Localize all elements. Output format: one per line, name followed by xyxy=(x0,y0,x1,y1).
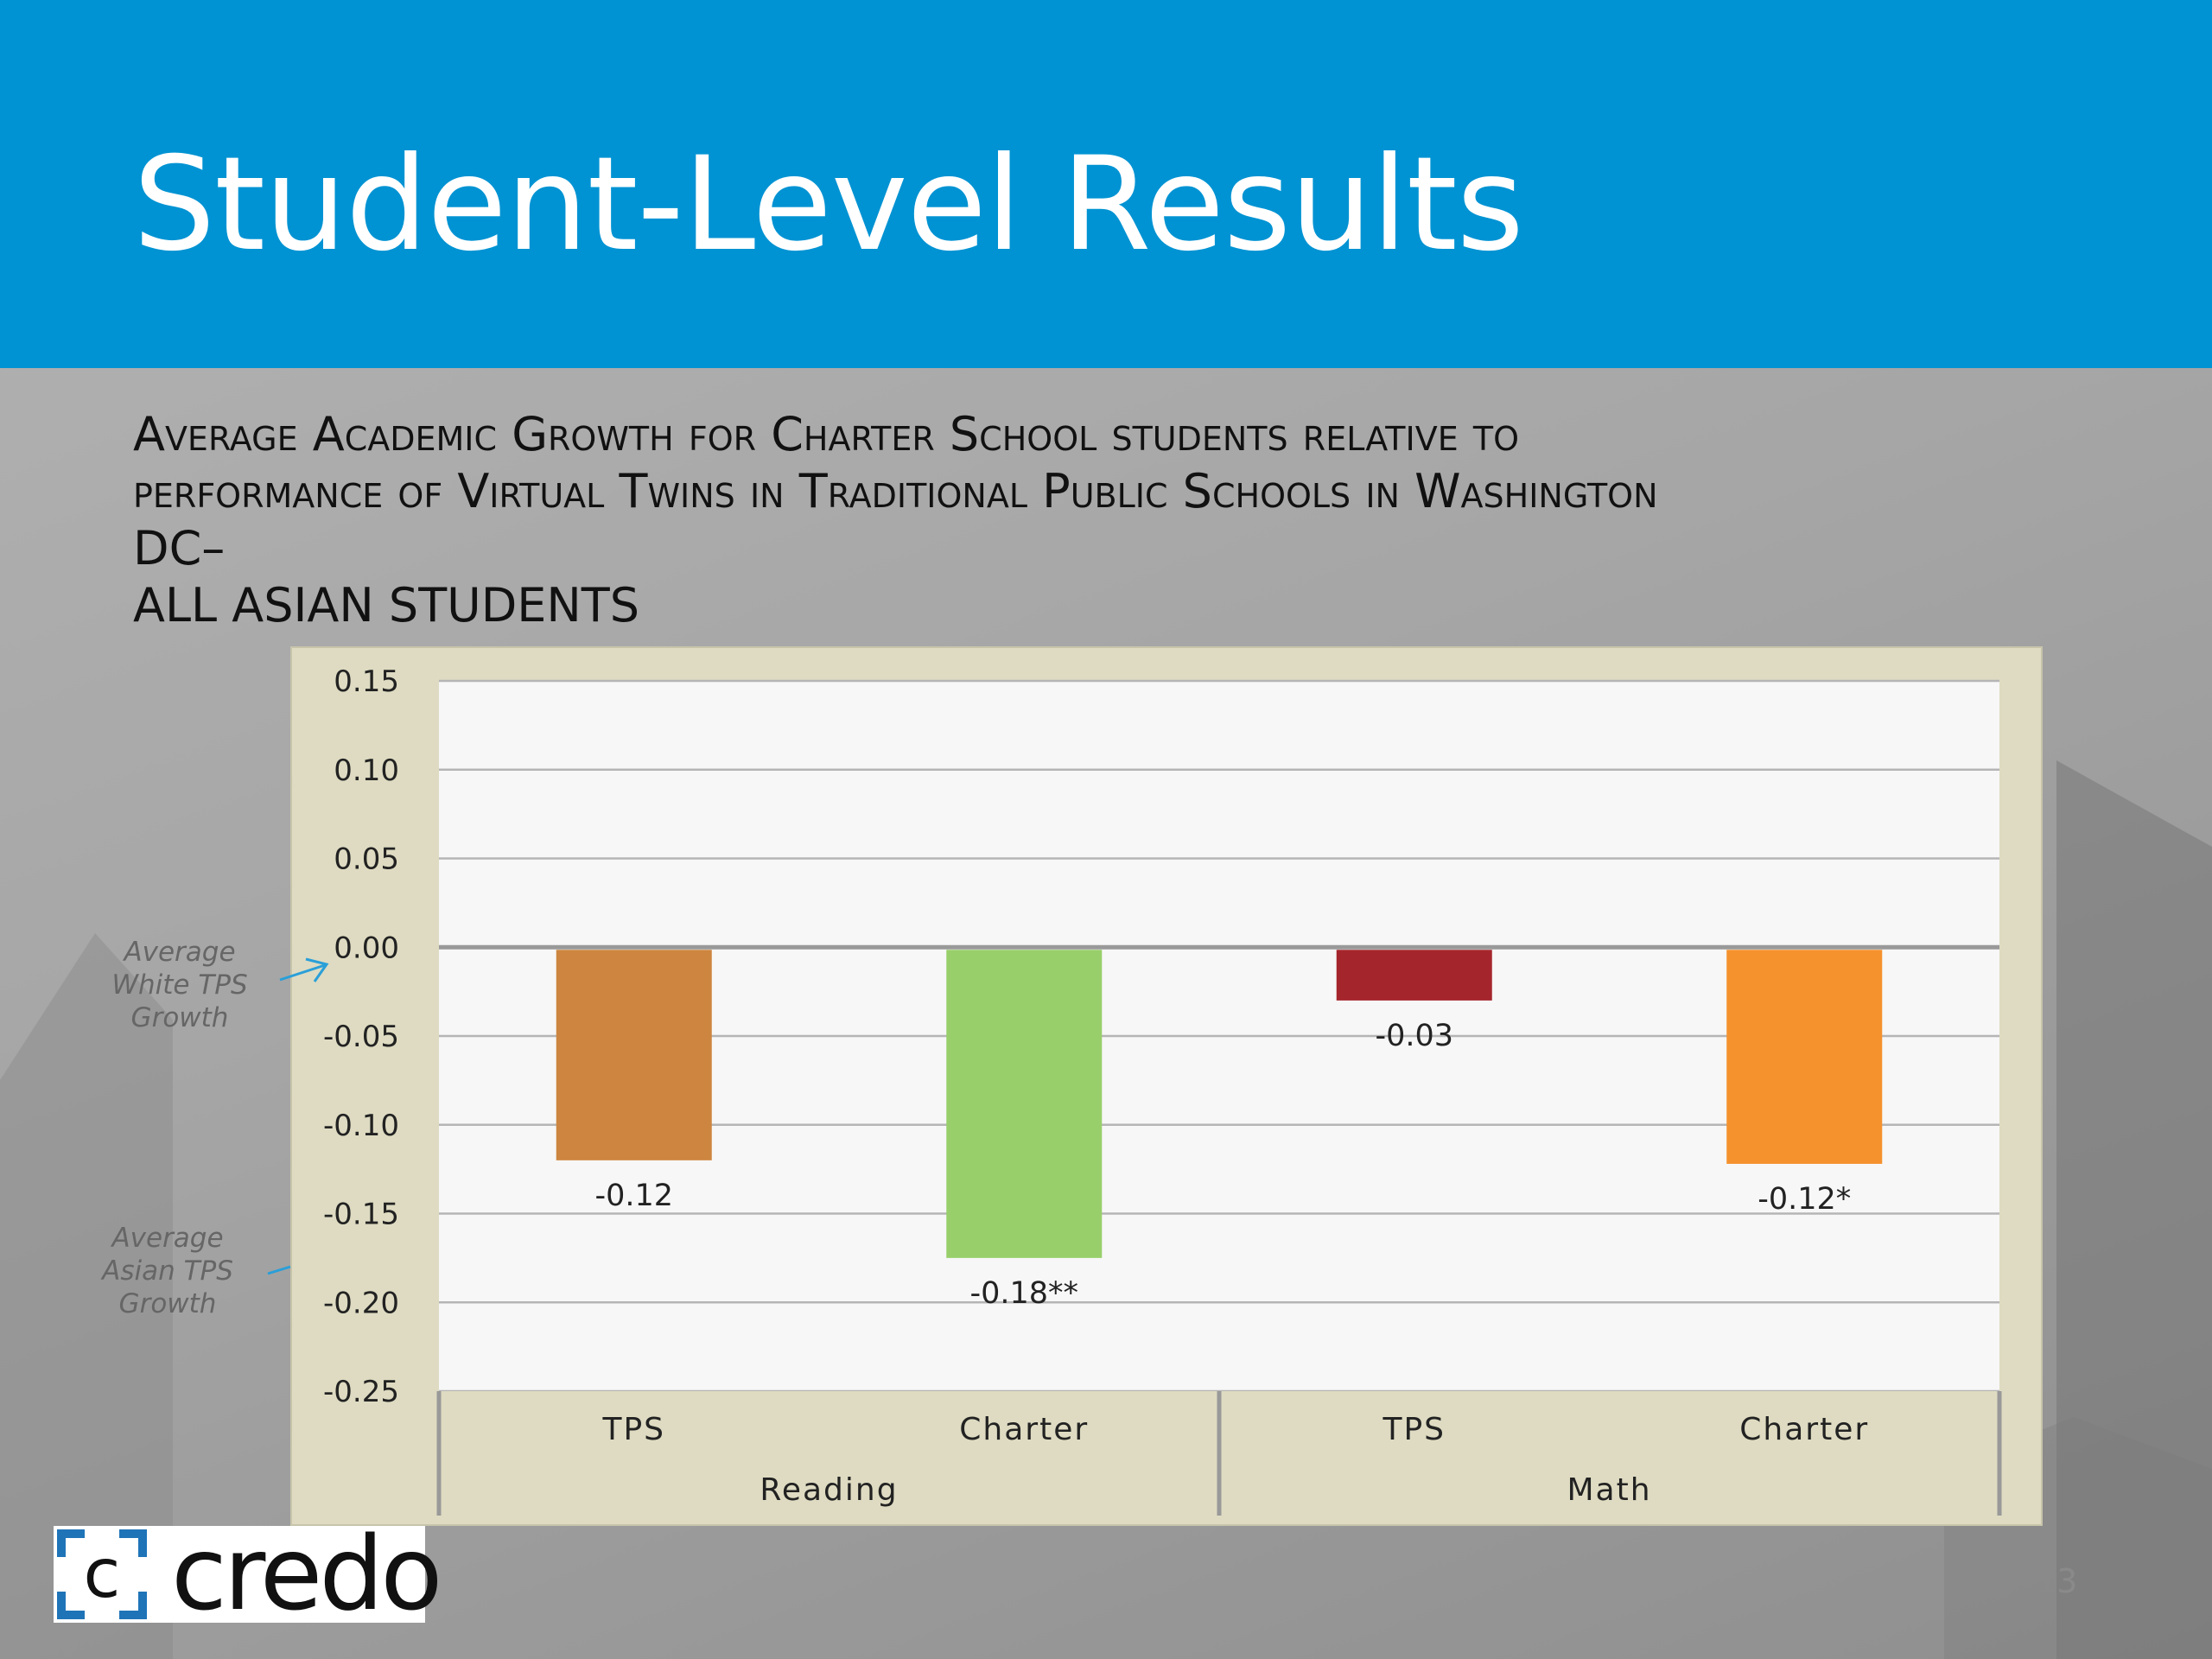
data-label: -0.12* xyxy=(1758,1182,1851,1217)
annotation-arrow-white xyxy=(279,963,326,982)
x-category-label: TPS xyxy=(601,1412,665,1447)
bar xyxy=(946,950,1103,1258)
annotation-asian-tps: Average Asian TPS Growth xyxy=(102,1223,233,1319)
y-tick-label: 0.05 xyxy=(334,842,399,877)
x-category-label: Charter xyxy=(1739,1412,1869,1447)
credo-logo-text: credo xyxy=(171,1514,442,1633)
annotation-arrowhead-white xyxy=(305,957,329,982)
x-group-label: Math xyxy=(1567,1472,1651,1508)
bar xyxy=(1726,950,1883,1164)
y-tick-label: -0.10 xyxy=(323,1109,399,1143)
subtitle-line-4: ALL ASIAN STUDENTS xyxy=(133,578,640,632)
subtitle-line-2: performance of Virtual Twins in Traditio… xyxy=(133,464,1658,518)
y-tick-label: -0.25 xyxy=(323,1375,399,1409)
x-group-label: Reading xyxy=(760,1472,898,1508)
credo-logo: c credo xyxy=(54,1514,442,1633)
data-label: -0.12 xyxy=(594,1179,673,1213)
header-band xyxy=(0,0,2212,368)
subtitle-line-3: DC– xyxy=(133,521,226,575)
data-label: -0.18** xyxy=(969,1276,1078,1311)
subtitle-line-1: Average Academic Growth for Charter Scho… xyxy=(133,407,1520,461)
annotation-arrow-asian xyxy=(267,1265,291,1275)
svg-text:c: c xyxy=(84,1535,121,1613)
chart-subtitle: Average Academic Growth for Charter Scho… xyxy=(133,406,2034,634)
y-tick-label: 0.15 xyxy=(334,664,399,699)
y-tick-label: -0.15 xyxy=(323,1198,399,1232)
x-category-label: Charter xyxy=(959,1412,1089,1447)
data-label: -0.03 xyxy=(1375,1019,1453,1053)
credo-logo-mark-icon: c xyxy=(57,1529,147,1619)
bar xyxy=(1336,950,1492,1001)
y-tick-label: -0.20 xyxy=(323,1286,399,1320)
x-category-label: TPS xyxy=(1382,1412,1446,1447)
bar xyxy=(556,950,712,1160)
page-number: 13 xyxy=(2036,1562,2078,1600)
y-tick-label: -0.05 xyxy=(323,1020,399,1054)
y-tick-label: 0.10 xyxy=(334,753,399,788)
annotation-white-tps: Average White TPS Growth xyxy=(111,937,248,1033)
y-tick-label: 0.00 xyxy=(334,931,399,965)
slide-title: Student-Level Results xyxy=(133,130,1524,280)
